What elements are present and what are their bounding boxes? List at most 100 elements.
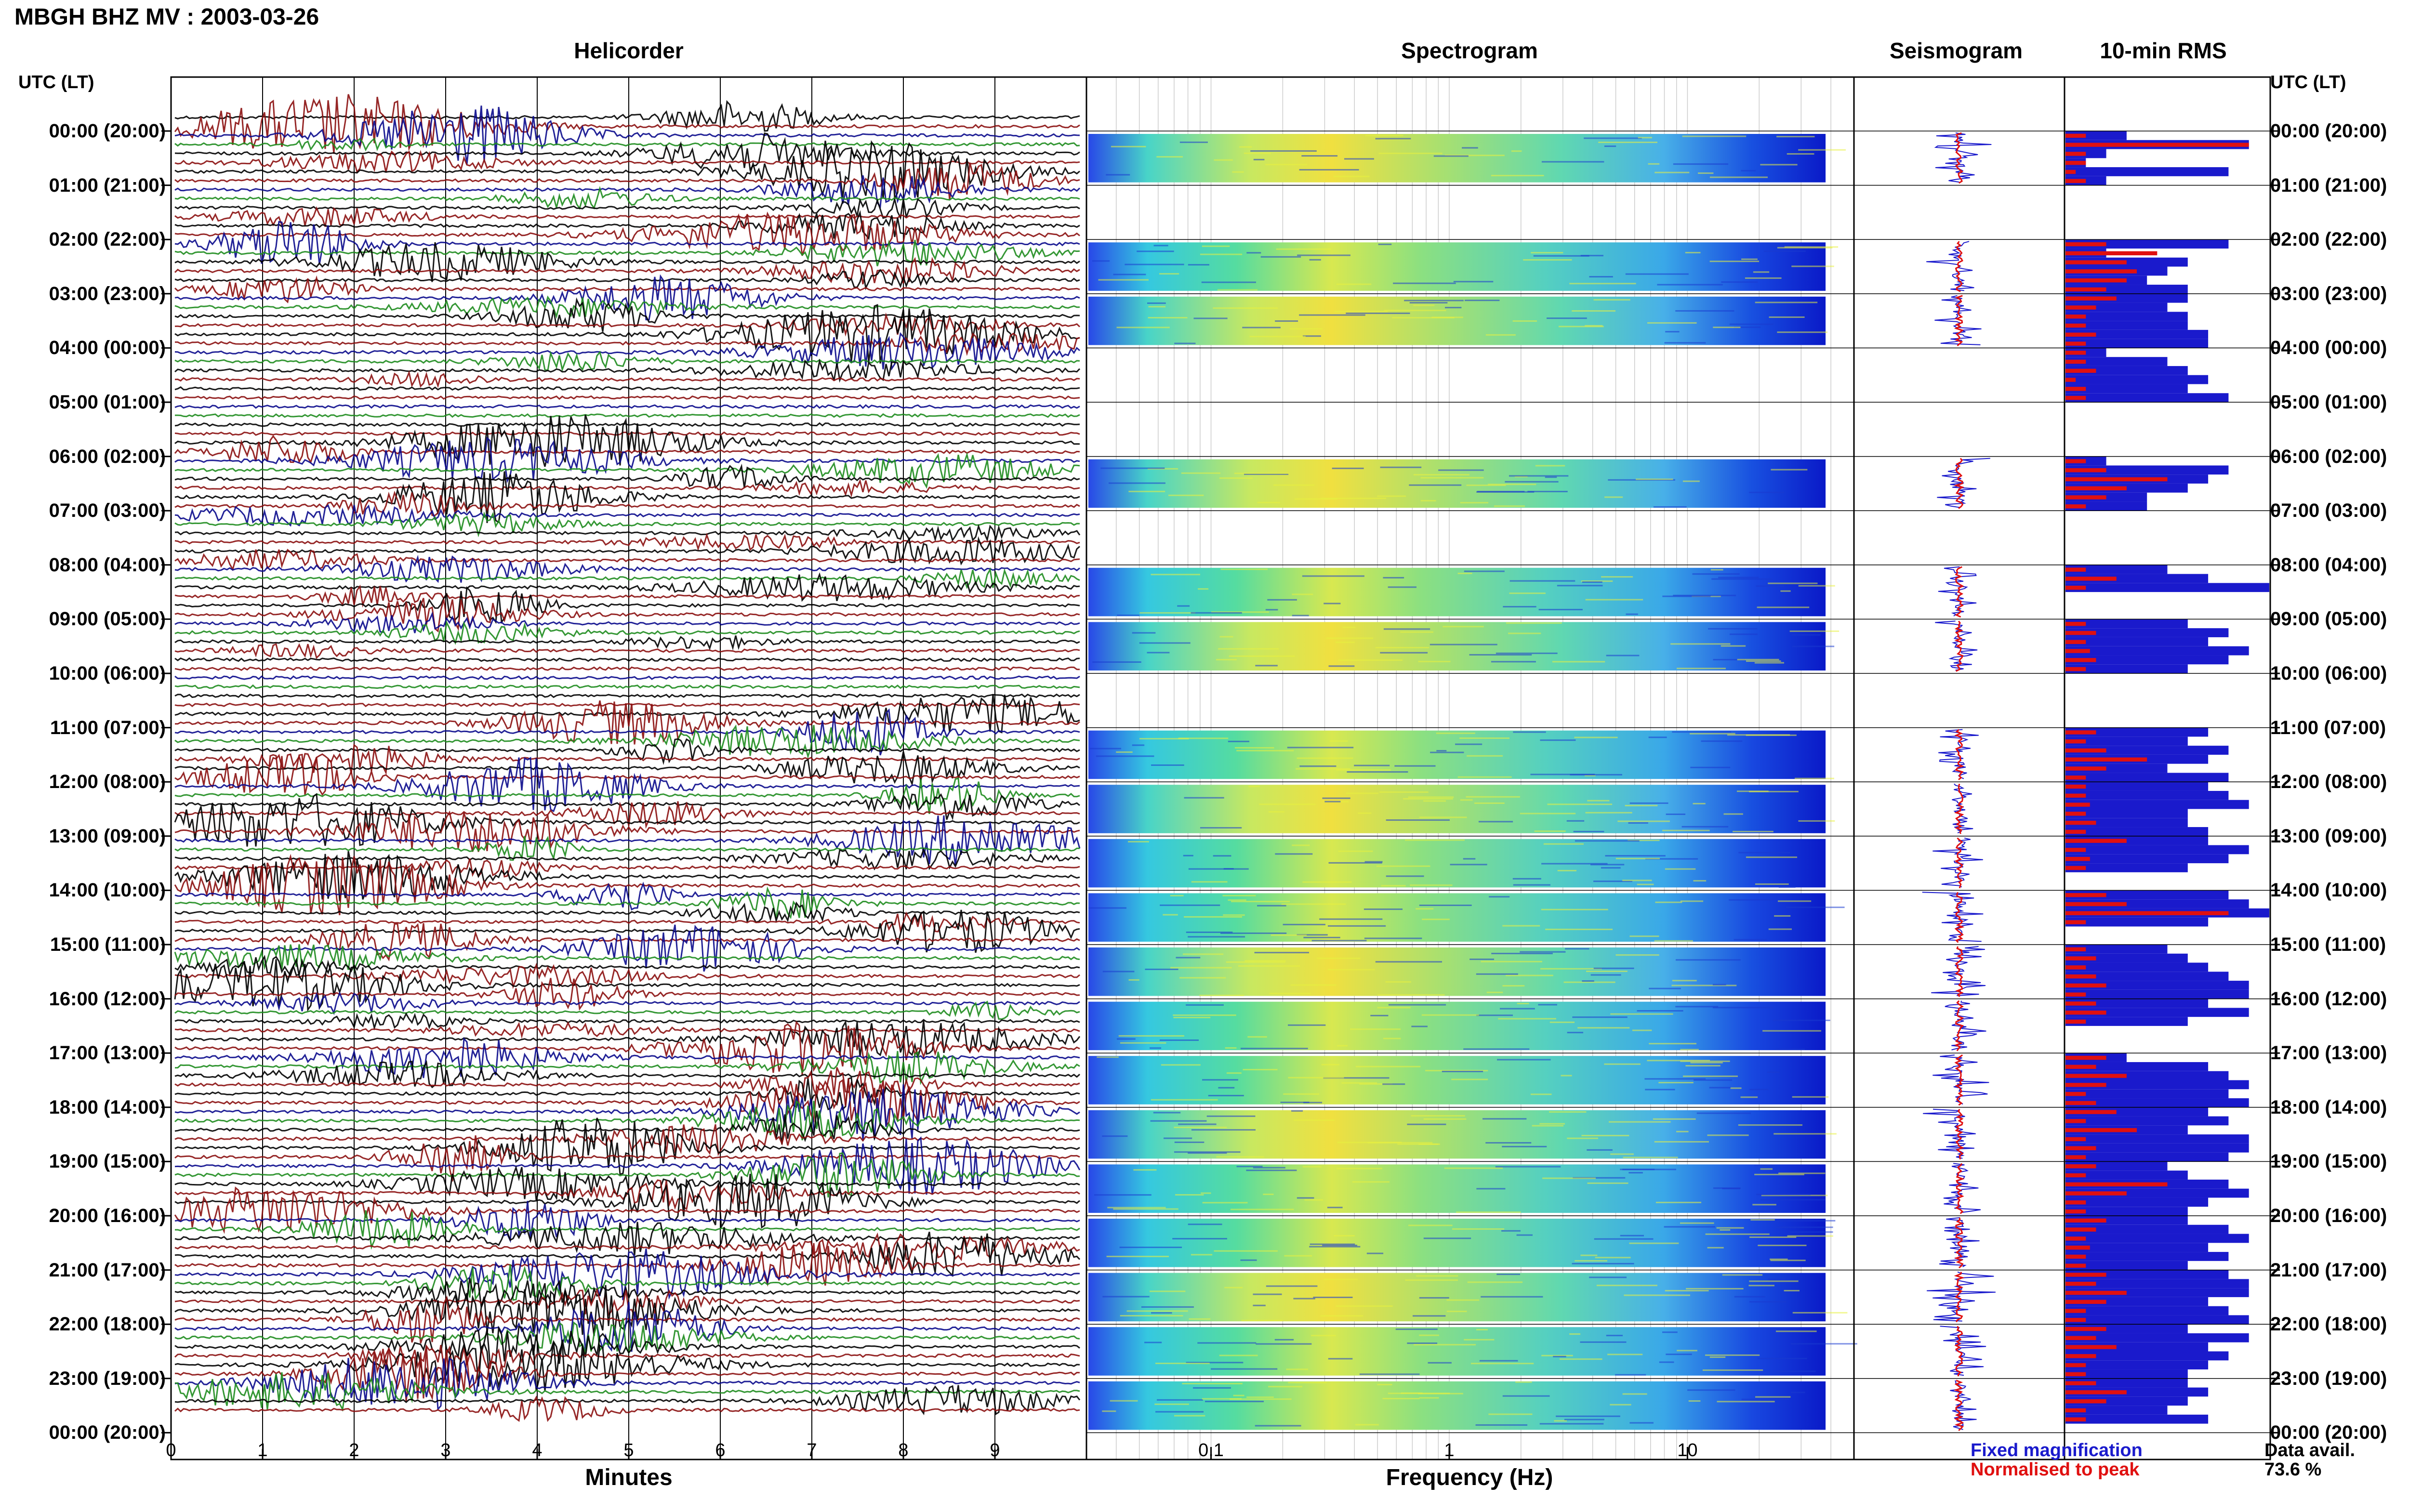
spectrogram-texture [1385, 981, 1411, 983]
spectrogram-texture [1720, 1229, 1731, 1231]
spectrogram-texture [1682, 135, 1747, 137]
spectrogram-texture [1792, 1096, 1829, 1098]
spectrogram-texture [1474, 802, 1505, 804]
rms-bar-normalised [2065, 956, 2096, 960]
spectrogram-texture [1471, 1363, 1534, 1365]
spectrogram-texture [1370, 1014, 1389, 1016]
spectrogram-texture [1738, 852, 1790, 854]
spectrogram-texture [1359, 1373, 1420, 1375]
spectrogram-texture [1787, 153, 1814, 155]
spectrogram-texture [1276, 248, 1331, 250]
rms-bar-fixed [2065, 827, 2209, 836]
panel-frames [161, 76, 2280, 1460]
spectrogram-texture [1794, 777, 1834, 779]
time-label-left: 09:00 (05:00) [49, 608, 166, 630]
helicorder-tick-label: 0 [166, 1440, 176, 1460]
rms-bar-normalised [2065, 911, 2229, 916]
spectrogram-texture [1664, 342, 1706, 344]
spectrogram-texture [1791, 265, 1834, 267]
rms-bar-normalised [2065, 1182, 2168, 1187]
helicorder-trace [174, 100, 1080, 132]
spectrogram-texture [1685, 1065, 1721, 1067]
spectrogram-texture [1088, 907, 1126, 909]
spectrogram-texture [1628, 840, 1660, 841]
spectrogram-texture [1768, 928, 1792, 930]
rms-bar-normalised [2065, 1083, 2106, 1087]
time-label-left: 16:00 (12:00) [49, 988, 166, 1010]
spectrogram-texture [1734, 326, 1761, 328]
spectrogram-texture [1377, 495, 1406, 497]
time-label-left: 00:00 (20:00) [49, 1422, 166, 1444]
rms-bar-normalised [2065, 622, 2086, 626]
spectrogram-texture [1737, 658, 1779, 660]
spectrogram-texture [1222, 894, 1256, 896]
spectrogram-texture [1502, 1145, 1547, 1147]
seismogram-trace-fixed [1923, 1108, 1976, 1159]
helicorder-trace [174, 1078, 1080, 1127]
spectrogram-texture [1116, 751, 1133, 753]
helicorder-trace [174, 1124, 1080, 1157]
rms-bar-fixed [2065, 1017, 2188, 1026]
rms-bar-normalised [2065, 567, 2086, 572]
spectrogram-texture [1097, 1056, 1119, 1058]
seismogram-trace-fixed [1940, 1326, 1986, 1376]
spectrogram-texture [1375, 961, 1443, 963]
spectrogram-texture [1457, 776, 1512, 778]
spectrogram-texture [1111, 145, 1146, 147]
spectrogram-texture [1734, 1296, 1766, 1298]
spectrogram-texture [1292, 593, 1313, 595]
spectrogram-texture [1790, 1343, 1857, 1345]
rms-bar-fixed [2065, 800, 2249, 809]
time-label-right: 16:00 (12:00) [2270, 988, 2387, 1010]
rms-bar-normalised [2065, 757, 2147, 762]
spectrogram-texture [1224, 1287, 1243, 1288]
helicorder-trace [174, 269, 1080, 290]
rms-bar-normalised [2065, 342, 2086, 346]
time-label-right: 04:00 (00:00) [2270, 337, 2387, 359]
helicorder-trace [174, 598, 1080, 633]
spectrogram-texture [1186, 1004, 1224, 1006]
spectrogram-texture [1479, 1360, 1518, 1362]
spectrogram-texture [1488, 1413, 1533, 1415]
helicorder-trace [174, 242, 1080, 282]
spectrogram-texture [1624, 1294, 1690, 1296]
spectrogram-texture [1466, 796, 1520, 798]
spectrogram-texture [1297, 1197, 1314, 1199]
spectrogram-texture [1469, 654, 1532, 656]
rms-title: 10-min RMS [2100, 38, 2227, 63]
spectrogram-texture [1590, 974, 1621, 976]
spectrogram-texture [1692, 573, 1740, 575]
spectrogram-texture [1496, 1274, 1521, 1275]
spectrogram-texture [1218, 648, 1279, 650]
time-label-right: 20:00 (16:00) [2270, 1205, 2387, 1226]
spectrogram-texture [1463, 1048, 1530, 1050]
helicorder-trace [174, 210, 1080, 240]
time-label-left: 03:00 (23:00) [49, 283, 166, 304]
spectrogram-texture [1234, 747, 1274, 749]
rms-bar-fixed [2065, 972, 2229, 981]
rms-bar-normalised [2065, 974, 2096, 979]
spectrogram-texture [1283, 923, 1325, 925]
spectrogram-texture [1359, 1083, 1392, 1085]
spectrogram-texture [1113, 274, 1146, 276]
spectrogram-texture [1384, 309, 1446, 311]
helicorder-trace [174, 836, 1080, 861]
spectrogram-texture [1705, 1354, 1760, 1356]
rms-bar-fixed [2065, 1252, 2229, 1261]
spectrogram-texture [1327, 969, 1375, 971]
spectrogram-texture [1573, 1177, 1626, 1179]
spectrogram-texture [1341, 1082, 1377, 1084]
spectrogram-texture [1503, 606, 1536, 608]
spectrogram-texture [1754, 1173, 1804, 1175]
helicorder-trace [174, 511, 1080, 538]
spectrogram-texture [1160, 904, 1220, 906]
spectrogram-tick-label: 1 [1444, 1440, 1455, 1460]
helicorder-trace [174, 1012, 1080, 1031]
rms-bar-normalised [2065, 1146, 2096, 1150]
time-label-right: 09:00 (05:00) [2270, 608, 2387, 630]
spectrogram-texture [1313, 1296, 1353, 1298]
spectrogram-texture [1689, 733, 1735, 735]
spectrogram-texture [1132, 632, 1156, 634]
spectrogram-texture [1309, 1246, 1361, 1248]
rms-bar-fixed [2065, 863, 2188, 872]
